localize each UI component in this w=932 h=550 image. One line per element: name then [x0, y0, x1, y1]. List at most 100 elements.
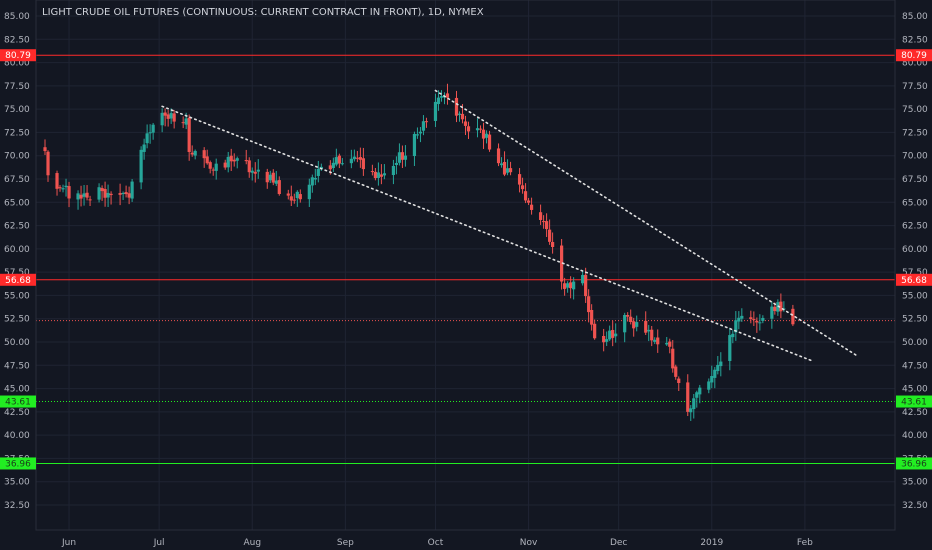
candle — [370, 164, 374, 176]
candle-body — [184, 118, 188, 125]
y-tick-label-right: 42.50 — [902, 408, 928, 418]
candle-body — [674, 366, 678, 377]
candle — [496, 143, 501, 167]
y-tick-label-right: 65.00 — [902, 198, 928, 208]
candle-body — [208, 162, 212, 169]
y-tick-label-left: 75.00 — [4, 105, 30, 115]
candle — [623, 312, 627, 343]
candle-body — [698, 387, 702, 395]
candle-body — [244, 160, 248, 162]
candle-body — [457, 113, 462, 115]
candle — [463, 115, 468, 135]
y-tick-label-left: 50.00 — [4, 338, 30, 348]
candle — [193, 149, 197, 160]
candle-body — [124, 192, 128, 195]
candle — [737, 311, 741, 330]
candle-body — [397, 152, 402, 163]
candle-body — [289, 196, 293, 201]
candle — [166, 110, 170, 127]
candle-body — [118, 193, 122, 195]
candle — [64, 178, 68, 197]
candle-body — [310, 177, 314, 186]
candle — [713, 366, 717, 389]
candle — [436, 90, 441, 111]
candle-body — [614, 333, 618, 337]
candle — [529, 197, 534, 215]
y-tick-label-left: 80.00 — [4, 59, 30, 69]
candle — [632, 317, 636, 337]
y-tick-label-left: 85.00 — [4, 12, 30, 22]
candle-body — [211, 169, 215, 171]
y-tick-label-right: 62.50 — [902, 222, 928, 232]
candle — [475, 118, 480, 138]
candle-body — [229, 155, 233, 162]
candle — [695, 390, 699, 408]
x-tick-label: 2019 — [700, 538, 723, 548]
candle — [121, 191, 125, 200]
candle-body — [731, 333, 735, 338]
candle — [466, 121, 471, 139]
candle-body — [581, 274, 585, 284]
candle-body — [692, 398, 696, 410]
candle-body — [475, 128, 480, 131]
candle — [349, 149, 353, 169]
candle-body — [253, 171, 257, 174]
candle-body — [43, 147, 47, 152]
candle — [520, 177, 525, 194]
candle — [590, 304, 594, 331]
candle — [355, 150, 359, 163]
candle — [97, 183, 101, 203]
candle-body — [328, 165, 332, 170]
y-tick-label-right: 45.00 — [902, 385, 928, 395]
candle-body — [292, 199, 296, 201]
candle — [46, 150, 50, 182]
candle-body — [139, 149, 143, 183]
level-badge-label: 36.96 — [901, 459, 927, 469]
candle — [502, 151, 507, 177]
candle-body — [415, 134, 420, 136]
candle — [229, 148, 233, 171]
candle-body — [463, 121, 468, 126]
candle-body — [88, 199, 92, 201]
candle — [379, 164, 384, 185]
candle-body — [142, 144, 146, 152]
candle-body — [361, 158, 365, 170]
candle — [88, 195, 92, 206]
candle-body — [412, 133, 417, 157]
y-tick-label-right: 32.50 — [902, 501, 928, 511]
candle-body — [605, 339, 609, 342]
candle — [538, 204, 543, 225]
candle — [139, 146, 143, 190]
candle — [671, 340, 675, 373]
level-badge-label: 56.68 — [5, 276, 31, 286]
candle-body — [526, 200, 531, 203]
y-tick-label-right: 70.00 — [902, 152, 928, 162]
candle-body — [569, 282, 573, 289]
y-tick-label-right: 57.50 — [902, 268, 928, 278]
y-tick-label-left: 70.00 — [4, 152, 30, 162]
y-tick-label-right: 72.50 — [902, 128, 928, 138]
candle — [61, 184, 65, 193]
y-tick-label-right: 82.50 — [902, 35, 928, 45]
level-badges: 80.79 80.79 56.68 56.68 43.61 43.61 36.96 36.96 — [0, 49, 932, 470]
candle — [677, 376, 681, 392]
candle — [779, 293, 783, 319]
candle — [169, 108, 173, 124]
candle-body — [100, 188, 104, 192]
candle-body — [505, 168, 510, 173]
trendline-layer — [161, 89, 857, 363]
candle — [665, 336, 669, 346]
candle-body — [61, 188, 65, 190]
candle-body — [130, 181, 134, 199]
candle — [67, 181, 71, 208]
candle — [668, 338, 672, 354]
candle — [674, 364, 678, 380]
candle — [214, 158, 218, 180]
candle-body — [677, 378, 681, 383]
y-tick-label-left: 52.50 — [4, 315, 30, 325]
candle-body — [523, 191, 528, 201]
candle-body — [623, 314, 627, 333]
candle-body — [424, 121, 429, 123]
x-tick-label: Oct — [428, 538, 444, 548]
candle — [707, 378, 711, 394]
